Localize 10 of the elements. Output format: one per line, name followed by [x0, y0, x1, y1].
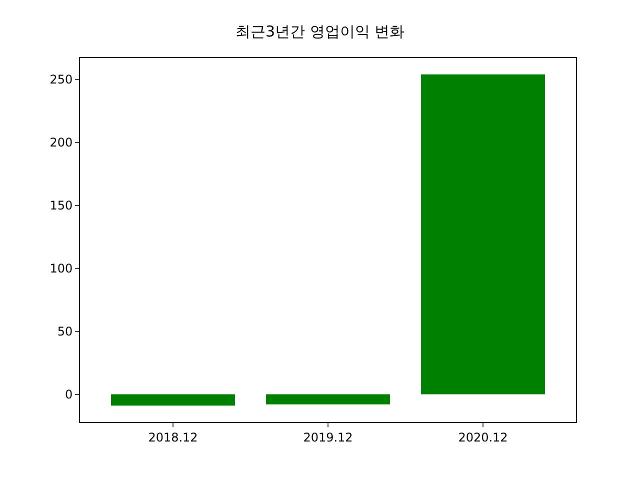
x-tick-label: 2019.12: [303, 430, 353, 444]
y-tick-label: 100: [50, 262, 73, 276]
y-tick-label: 250: [50, 72, 73, 87]
chart-title: 최근3년간 영업이익 변화: [235, 22, 405, 40]
x-tick-label: 2020.12: [458, 430, 508, 444]
y-tick-label: 0: [64, 387, 73, 402]
y-tick-label: 50: [57, 324, 73, 339]
y-tick-label: 200: [50, 136, 73, 150]
x-tick-label: 2018.12: [148, 430, 198, 444]
y-tick-label: 150: [50, 198, 73, 213]
